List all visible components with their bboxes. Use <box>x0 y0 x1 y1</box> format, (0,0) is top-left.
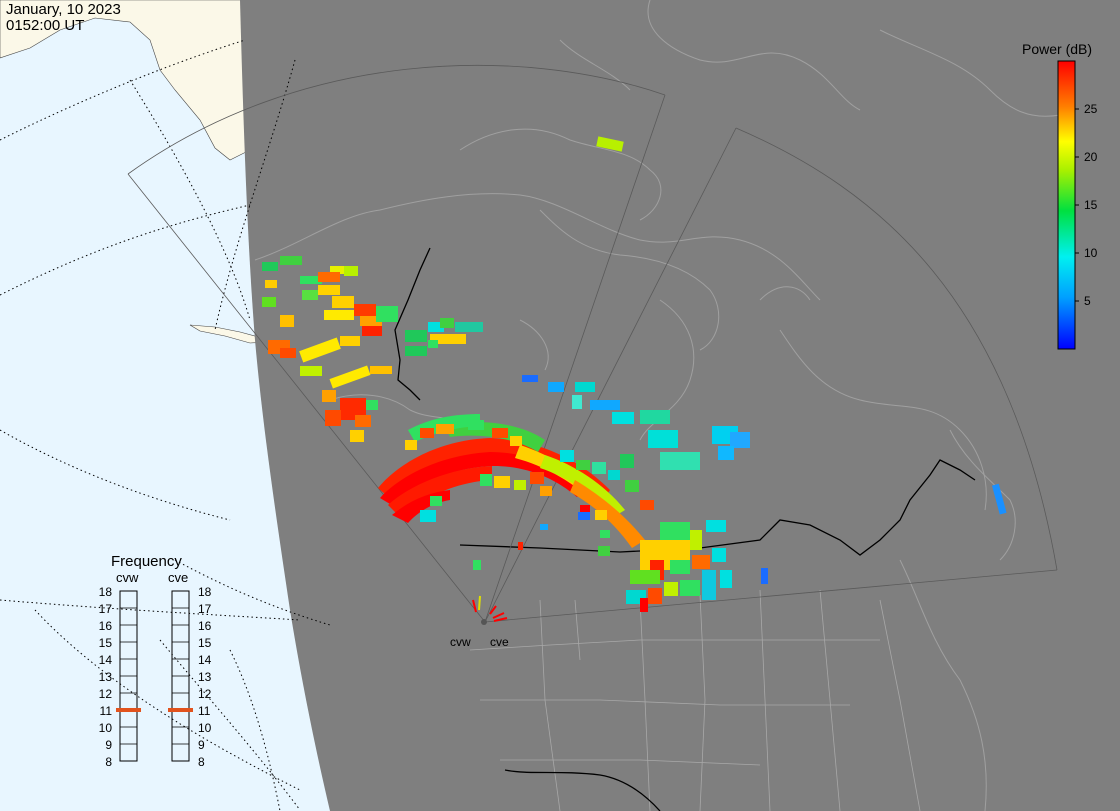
colorbar-ticks: 5 10 15 20 25 <box>1075 102 1098 308</box>
time-label: 0152:00 UT <box>6 17 85 34</box>
colorbar-tick-label: 10 <box>1084 246 1098 260</box>
colorbar-tick-label: 25 <box>1084 102 1098 116</box>
frequency-scale-label-left: 11 <box>100 704 113 718</box>
colorbar-tick-label: 20 <box>1084 150 1098 164</box>
frequency-label-cvw: cvw <box>116 570 139 585</box>
radar-fov-outline <box>127 64 1058 623</box>
radar-label-cve: cve <box>490 635 509 649</box>
colorbar-title: Power (dB) <box>1022 41 1092 57</box>
frequency-scale-label-left: 17 <box>99 602 113 616</box>
backscatter-cells <box>262 136 1007 612</box>
night-region <box>240 0 1120 811</box>
frequency-scale-label-right: 10 <box>198 721 212 735</box>
power-colorbar: Power (dB) 5 10 15 20 25 <box>1022 41 1098 350</box>
date-label: January, 10 2023 <box>6 1 121 18</box>
frequency-scale-label-left: 16 <box>99 619 113 633</box>
radar-label-cvw: cvw <box>450 635 471 649</box>
colorbar-tick-label: 15 <box>1084 198 1098 212</box>
frequency-scale-label-left: 13 <box>99 670 113 684</box>
frequency-scale-label-right: 13 <box>198 670 212 684</box>
frequency-scale-label-right: 14 <box>198 653 212 667</box>
frequency-scale-label-right: 16 <box>198 619 212 633</box>
frequency-scale-label-left: 18 <box>99 585 113 599</box>
frequency-panel: Frequency cvw cve 18 18 17 17 16 16 15 15 14 14 13… <box>99 553 212 769</box>
colorbar-gradient <box>1057 60 1076 350</box>
frequency-scale-label-left: 14 <box>99 653 113 667</box>
frequency-columns: 18 18 17 17 16 16 15 15 14 14 13 13 12 12 11 11 10 10 9 9 8 8 <box>99 585 212 769</box>
coastlines <box>254 0 1061 811</box>
frequency-scale-label-right: 12 <box>198 687 212 701</box>
state-lines <box>469 589 921 811</box>
radar-sites: cvw cve <box>450 595 509 649</box>
frequency-scale-label-left: 8 <box>105 755 112 769</box>
frequency-scale-label-left: 15 <box>99 636 113 650</box>
radar-site-cvw <box>481 619 487 625</box>
frequency-scale-label-left: 12 <box>99 687 113 701</box>
frequency-title: Frequency <box>111 553 182 570</box>
frequency-scale-label-right: 9 <box>198 738 205 752</box>
frequency-scale-label-right: 8 <box>198 755 205 769</box>
frequency-scale-label-right: 15 <box>198 636 212 650</box>
colorbar-tick-label: 5 <box>1084 294 1091 308</box>
frequency-label-cve: cve <box>168 570 188 585</box>
frequency-scale-label-right: 18 <box>198 585 212 599</box>
frequency-scale-label-right: 17 <box>198 602 212 616</box>
graticule <box>0 39 331 811</box>
frequency-scale-label-left: 10 <box>99 721 113 735</box>
frequency-scale-label-left: 9 <box>105 738 112 752</box>
frequency-scale-label-right: 11 <box>198 704 211 718</box>
